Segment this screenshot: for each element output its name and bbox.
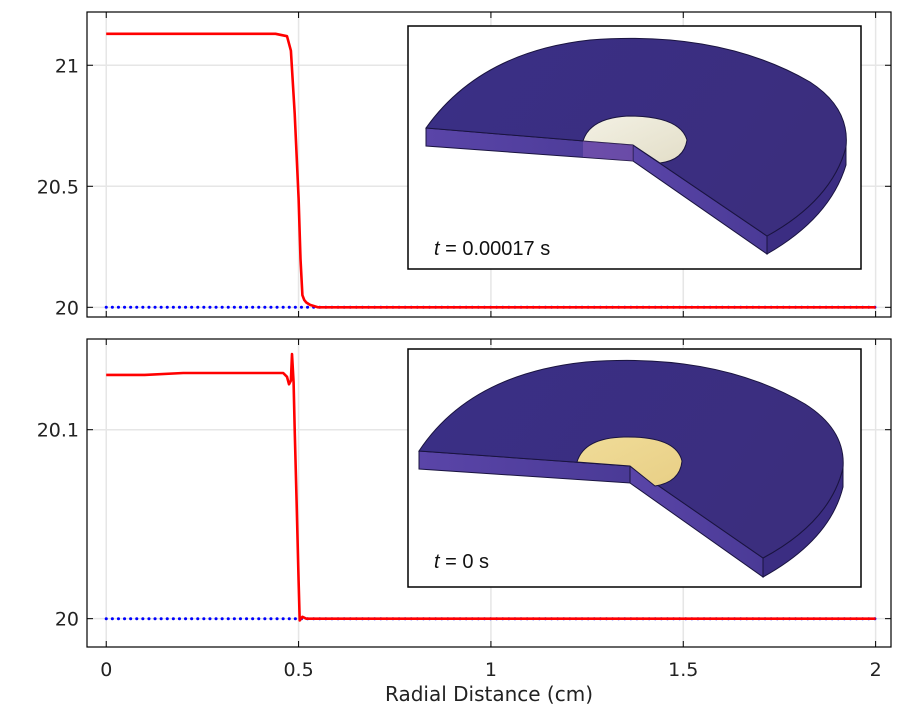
x-tick-label: 2 [870,659,882,681]
y-tick-label: 20 [55,609,79,631]
y-tick-label: 20.1 [37,420,79,442]
x-axis-label: Radial Distance (cm) [385,682,593,706]
bottom-plot-ticks: 0 0.5 1 1.5 2 20 20.1 [37,339,891,681]
series-line-red [106,32,876,309]
top-inset-hot-edge [583,141,633,161]
x-tick-label: 0.5 [283,659,313,681]
top-inset-time-label: t = 0.00017 s [434,238,550,260]
y-tick-label: 20.5 [37,176,79,198]
top-inset-geometry [425,37,847,255]
bottom-inset-geometry [418,359,844,578]
top-plot-frame [86,11,892,318]
y-tick-label: 21 [55,55,79,77]
bottom-plot-series [104,352,878,622]
x-tick-label: 1 [485,659,497,681]
top-plot-ticks: 20 20.5 21 [37,12,891,319]
bottom-inset-initial-region [576,436,683,487]
bottom-plot: 0 0.5 1 1.5 2 20 20.1 t = 0 s Radial Distance … [37,338,892,706]
top-plot: 20 20.5 21 t = 0.00017 s [37,11,892,319]
x-tick-label: 0 [100,659,112,681]
y-tick-label: 20 [55,297,79,319]
top-inset-hot-region [582,115,688,164]
top-plot-series [104,32,878,309]
x-tick-label: 1.5 [668,659,698,681]
series-line-red [106,352,876,622]
top-inset: t = 0.00017 s [407,25,862,270]
bottom-inset-time-label: t = 0 s [434,551,489,573]
bottom-plot-frame [86,338,892,648]
bottom-inset: t = 0 s [407,348,862,588]
